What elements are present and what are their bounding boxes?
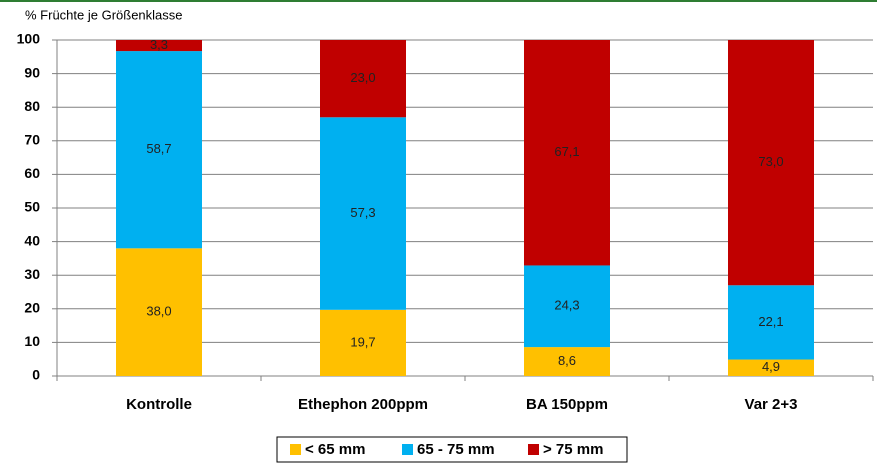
bar-segment — [320, 40, 406, 118]
value-label: 3,3 — [150, 37, 168, 52]
y-tick-label: 40 — [24, 232, 40, 248]
value-label: 8,6 — [558, 353, 576, 368]
bar-segment — [116, 40, 202, 52]
legend-swatch — [290, 444, 301, 455]
y-tick-label: 100 — [17, 31, 41, 47]
value-label: 19,7 — [350, 334, 375, 349]
y-tick-label: 60 — [24, 165, 40, 181]
value-label: 73,0 — [758, 154, 783, 169]
bar-segment — [728, 359, 814, 376]
legend-swatch — [528, 444, 539, 455]
value-label: 67,1 — [554, 144, 579, 159]
bar-segment — [320, 309, 406, 376]
x-tick-label: Ethephon 200ppm — [298, 396, 428, 413]
y-tick-label: 90 — [24, 64, 40, 80]
y-tick-label: 30 — [24, 266, 40, 282]
bar-segment — [524, 265, 610, 348]
value-label: 24,3 — [554, 298, 579, 313]
x-tick-label: BA 150ppm — [526, 396, 608, 413]
x-tick-label: Kontrolle — [126, 396, 192, 413]
value-label: 23,0 — [350, 70, 375, 85]
value-label: 57,3 — [350, 205, 375, 220]
value-label: 4,9 — [762, 359, 780, 374]
bar-segment — [320, 117, 406, 310]
y-tick-label: 50 — [24, 199, 40, 215]
value-label: 38,0 — [146, 304, 171, 319]
bar-segment — [728, 285, 814, 360]
x-tick-label: Var 2+3 — [745, 396, 798, 413]
bar-segment — [524, 347, 610, 376]
legend-label: < 65 mm — [305, 441, 365, 458]
y-tick-label: 0 — [32, 367, 40, 383]
bar-segment — [116, 248, 202, 376]
bar-segment — [728, 40, 814, 286]
y-tick-label: 80 — [24, 98, 40, 114]
y-tick-label: 70 — [24, 132, 40, 148]
bar-segment — [524, 40, 610, 266]
legend-label: > 75 mm — [543, 441, 603, 458]
y-tick-label: 20 — [24, 300, 40, 316]
legend-swatch — [402, 444, 413, 455]
legend-box — [276, 436, 628, 463]
value-label: 22,1 — [758, 314, 783, 329]
value-label: 58,7 — [146, 141, 171, 156]
bar-segment — [116, 51, 202, 249]
chart-title: % Früchte je Größenklasse — [25, 7, 183, 22]
legend-label: 65 - 75 mm — [417, 441, 495, 458]
y-tick-label: 10 — [24, 333, 40, 349]
